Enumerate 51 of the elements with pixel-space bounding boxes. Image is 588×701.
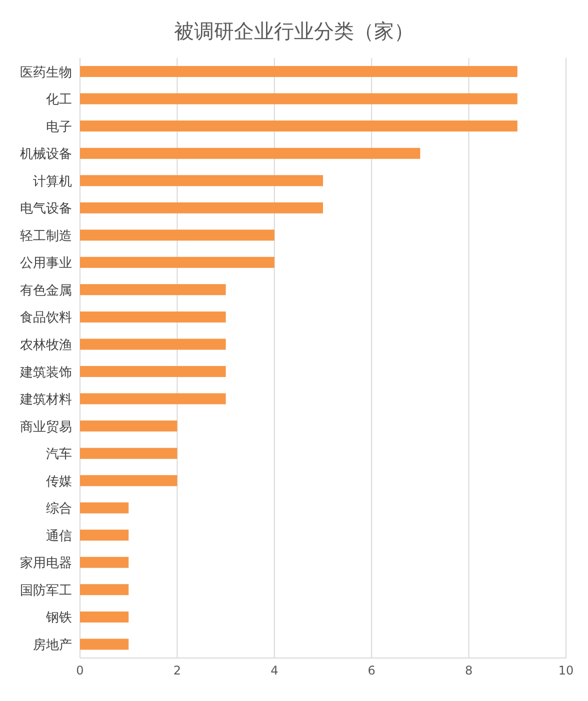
bar	[80, 311, 226, 322]
bar	[80, 256, 274, 268]
y-tick-label: 通信	[46, 528, 72, 544]
y-tick-label: 传媒	[46, 474, 72, 490]
x-tick-label: 10	[558, 664, 574, 678]
y-tick-label: 汽车	[46, 447, 72, 462]
bar	[80, 393, 226, 404]
bar	[80, 284, 226, 296]
x-tick-label: 0	[76, 664, 84, 678]
y-tick-label: 电气设备	[20, 202, 72, 217]
bar	[80, 611, 129, 622]
y-tick-label: 钢铁	[45, 610, 72, 626]
y-tick-label: 综合	[46, 502, 72, 517]
x-tick-label: 2	[173, 664, 182, 678]
x-tick-label: 6	[368, 664, 376, 678]
bar	[80, 93, 518, 104]
y-tick-label: 建筑材料	[19, 392, 72, 408]
y-tick-label: 有色金属	[20, 283, 72, 298]
y-tick-label: 计算机	[33, 174, 72, 190]
y-tick-label: 商业贸易	[20, 420, 72, 435]
y-tick-label: 轻工制造	[20, 228, 72, 244]
y-tick-label: 电子	[46, 120, 72, 135]
bar	[80, 148, 420, 159]
bar	[80, 338, 226, 350]
bar	[80, 448, 178, 459]
chart-title: 被调研企业行业分类（家）	[173, 18, 415, 45]
y-tick-label: 房地产	[33, 636, 72, 653]
bar	[80, 584, 129, 596]
bar	[80, 502, 129, 514]
bar	[80, 66, 518, 77]
bar	[80, 175, 323, 186]
x-tick-label: 4	[270, 664, 278, 678]
bar	[80, 420, 178, 432]
x-tick-label: 8	[464, 664, 473, 678]
y-tick-label: 公用事业	[20, 256, 72, 272]
bar	[80, 638, 129, 650]
bar	[80, 120, 518, 132]
bar	[80, 202, 323, 214]
y-tick-label: 家用电器	[20, 555, 72, 572]
y-tick-label: 机械设备	[20, 147, 72, 162]
bar	[80, 366, 226, 377]
y-tick-label: 国防军工	[20, 583, 72, 598]
y-tick-label: 化工	[46, 92, 72, 108]
y-tick-label: 医药生物	[20, 65, 72, 80]
bar	[80, 230, 274, 241]
bar	[80, 530, 129, 541]
bar	[80, 556, 129, 568]
y-tick-label: 食品饮料	[20, 310, 72, 326]
bar	[80, 475, 178, 486]
y-tick-label: 建筑装饰	[19, 365, 72, 380]
y-tick-label: 农林牧渔	[20, 338, 72, 353]
